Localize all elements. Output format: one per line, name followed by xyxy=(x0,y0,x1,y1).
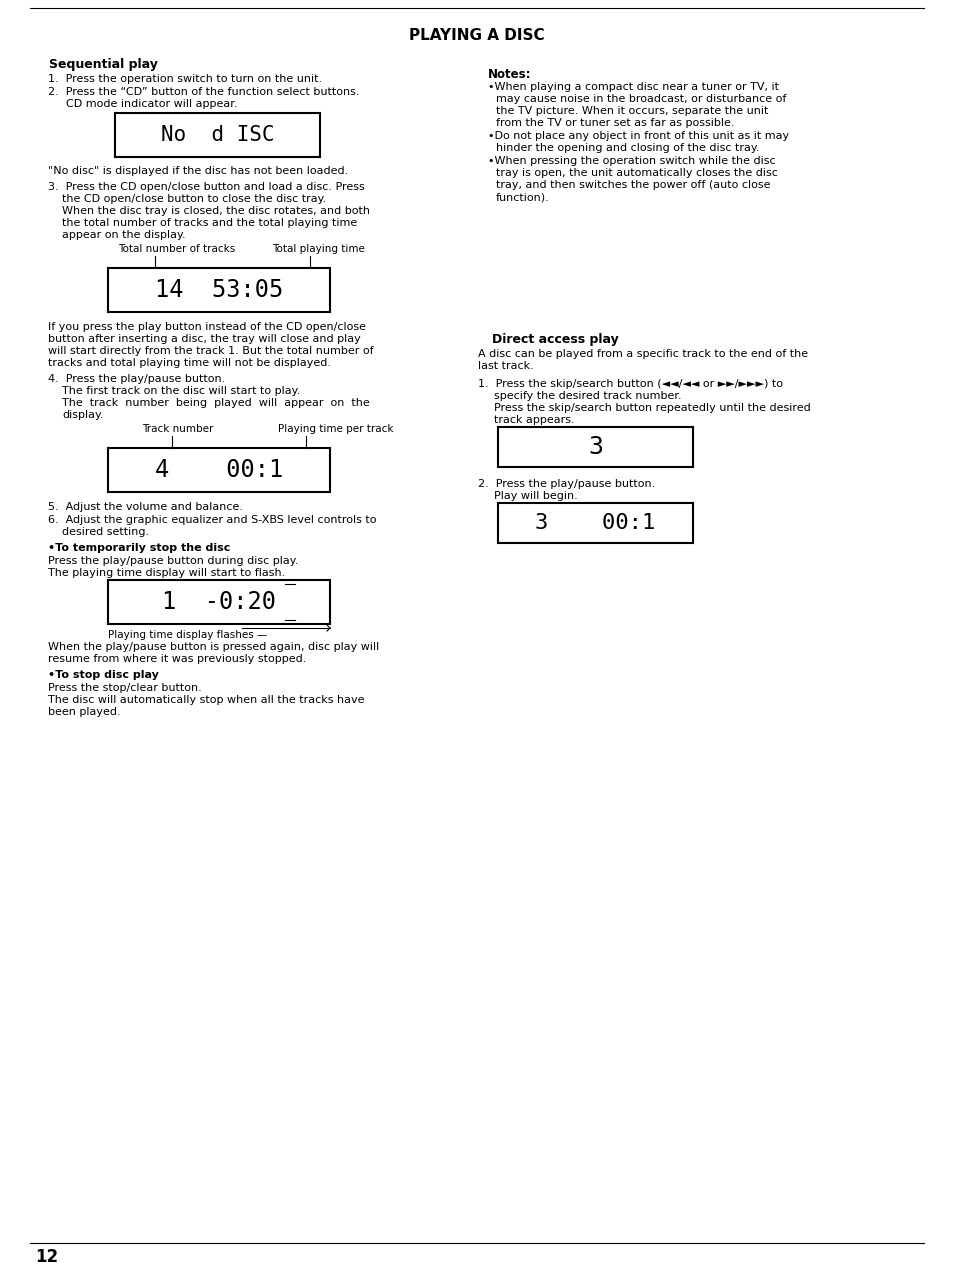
Text: resume from where it was previously stopped.: resume from where it was previously stop… xyxy=(48,655,306,664)
Text: 1.  Press the operation switch to turn on the unit.: 1. Press the operation switch to turn on… xyxy=(48,74,322,85)
Text: No  d ISC: No d ISC xyxy=(160,126,274,145)
Text: Total playing time: Total playing time xyxy=(272,243,364,254)
Text: Track number: Track number xyxy=(142,424,213,434)
Text: may cause noise in the broadcast, or disturbance of: may cause noise in the broadcast, or dis… xyxy=(496,94,785,104)
Text: Press the stop/clear button.: Press the stop/clear button. xyxy=(48,683,201,693)
Text: The first track on the disc will start to play.: The first track on the disc will start t… xyxy=(62,386,300,396)
Text: display.: display. xyxy=(62,410,104,420)
Text: "No disc" is displayed if the disc has not been loaded.: "No disc" is displayed if the disc has n… xyxy=(48,167,348,175)
Text: PLAYING A DISC: PLAYING A DISC xyxy=(409,27,544,42)
Text: 14  53:05: 14 53:05 xyxy=(154,278,283,302)
Text: When the play/pause button is pressed again, disc play will: When the play/pause button is pressed ag… xyxy=(48,642,379,652)
Text: 12: 12 xyxy=(35,1248,58,1266)
Text: desired setting.: desired setting. xyxy=(62,526,149,537)
Text: hinder the opening and closing of the disc tray.: hinder the opening and closing of the di… xyxy=(496,143,759,152)
Text: 1.  Press the skip/search button (◄◄/◄◄ or ►►/►►►) to: 1. Press the skip/search button (◄◄/◄◄ o… xyxy=(477,379,782,389)
Text: •When playing a compact disc near a tuner or TV, it: •When playing a compact disc near a tune… xyxy=(488,82,779,92)
Text: last track.: last track. xyxy=(477,361,533,371)
Text: Press the play/pause button during disc play.: Press the play/pause button during disc … xyxy=(48,556,298,566)
Text: A disc can be played from a specific track to the end of the: A disc can be played from a specific tra… xyxy=(477,348,807,359)
Text: 2.  Press the “CD” button of the function select buttons.: 2. Press the “CD” button of the function… xyxy=(48,87,359,97)
Text: •To stop disc play: •To stop disc play xyxy=(48,670,159,680)
Text: the total number of tracks and the total playing time: the total number of tracks and the total… xyxy=(62,218,356,228)
Text: Sequential play: Sequential play xyxy=(49,58,157,70)
Text: Total number of tracks: Total number of tracks xyxy=(118,243,235,254)
Text: Playing time display flashes —: Playing time display flashes — xyxy=(108,630,267,640)
Text: •To temporarily stop the disc: •To temporarily stop the disc xyxy=(48,543,230,553)
Text: When the disc tray is closed, the disc rotates, and both: When the disc tray is closed, the disc r… xyxy=(62,206,370,216)
Text: tray is open, the unit automatically closes the disc: tray is open, the unit automatically clo… xyxy=(496,168,777,178)
Text: the CD open/close button to close the disc tray.: the CD open/close button to close the di… xyxy=(62,193,326,204)
Text: CD mode indicator will appear.: CD mode indicator will appear. xyxy=(66,99,237,109)
Text: If you press the play button instead of the CD open/close: If you press the play button instead of … xyxy=(48,322,366,332)
Text: will start directly from the track 1. But the total number of: will start directly from the track 1. Bu… xyxy=(48,346,374,356)
Text: Play will begin.: Play will begin. xyxy=(494,491,578,501)
Text: 1  -0:20: 1 -0:20 xyxy=(162,591,275,614)
Text: track appears.: track appears. xyxy=(494,415,574,425)
Text: tray, and then switches the power off (auto close: tray, and then switches the power off (a… xyxy=(496,181,770,190)
Text: 4    00:1: 4 00:1 xyxy=(154,459,283,482)
Text: 6.  Adjust the graphic equalizer and S-XBS level controls to: 6. Adjust the graphic equalizer and S-XB… xyxy=(48,515,376,525)
Text: 3.  Press the CD open/close button and load a disc. Press: 3. Press the CD open/close button and lo… xyxy=(48,182,364,192)
Text: The playing time display will start to flash.: The playing time display will start to f… xyxy=(48,567,285,578)
Text: The  track  number  being  played  will  appear  on  the: The track number being played will appea… xyxy=(62,398,370,409)
Text: 2.  Press the play/pause button.: 2. Press the play/pause button. xyxy=(477,479,655,489)
Text: specify the desired track number.: specify the desired track number. xyxy=(494,391,680,401)
Text: function).: function). xyxy=(496,192,549,202)
Text: been played.: been played. xyxy=(48,707,120,717)
Text: Direct access play: Direct access play xyxy=(492,333,618,346)
Text: 3: 3 xyxy=(587,436,602,459)
Text: the TV picture. When it occurs, separate the unit: the TV picture. When it occurs, separate… xyxy=(496,106,767,117)
Text: button after inserting a disc, the tray will close and play: button after inserting a disc, the tray … xyxy=(48,334,360,345)
Text: •Do not place any object in front of this unit as it may: •Do not place any object in front of thi… xyxy=(488,131,788,141)
Text: The disc will automatically stop when all the tracks have: The disc will automatically stop when al… xyxy=(48,696,364,705)
Text: •When pressing the operation switch while the disc: •When pressing the operation switch whil… xyxy=(488,156,775,167)
Text: Playing time per track: Playing time per track xyxy=(277,424,393,434)
Text: from the TV or tuner set as far as possible.: from the TV or tuner set as far as possi… xyxy=(496,118,734,128)
Text: tracks and total playing time will not be displayed.: tracks and total playing time will not b… xyxy=(48,357,331,368)
Text: 4.  Press the play/pause button.: 4. Press the play/pause button. xyxy=(48,374,225,384)
Text: Press the skip/search button repeatedly until the desired: Press the skip/search button repeatedly … xyxy=(494,404,810,412)
Text: 3    00:1: 3 00:1 xyxy=(535,512,655,533)
Text: appear on the display.: appear on the display. xyxy=(62,231,186,240)
Text: Notes:: Notes: xyxy=(488,68,531,81)
Text: 5.  Adjust the volume and balance.: 5. Adjust the volume and balance. xyxy=(48,502,243,512)
